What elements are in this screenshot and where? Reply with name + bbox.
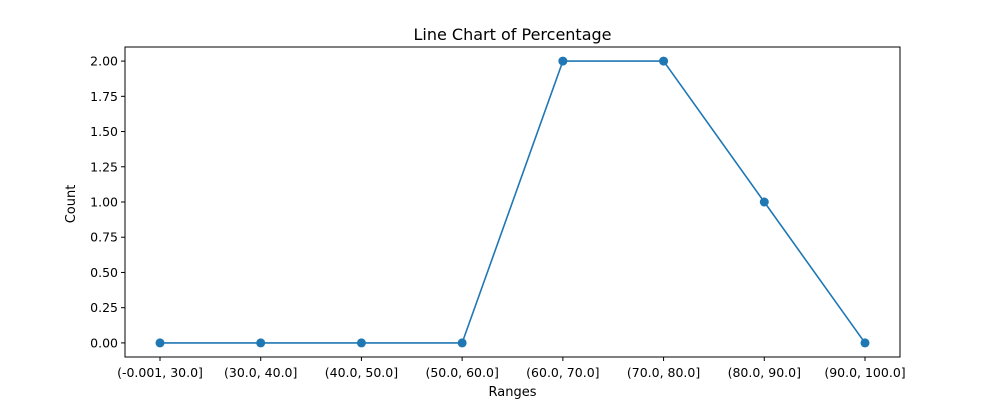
y-tick-label: 1.50 [90,124,118,139]
x-axis-label: Ranges [489,385,537,400]
x-tick-label: (70.0, 80.0] [627,365,700,380]
x-tick-label: (40.0, 50.0] [325,365,398,380]
y-tick-label: 1.25 [90,159,118,174]
y-axis-label: Count [64,185,79,224]
data-point [860,338,870,348]
x-tick-label: (30.0, 40.0] [224,365,297,380]
x-tick-label: (50.0, 60.0] [425,365,498,380]
y-tick-label: 0.50 [90,265,118,280]
data-point [356,338,366,348]
x-tick-label: (80.0, 90.0] [728,365,801,380]
y-tick-label: 0.00 [90,335,118,350]
chart-title: Line Chart of Percentage [414,25,612,44]
data-point [558,56,568,66]
data-point [659,56,669,66]
x-tick-label: (90.0, 100.0] [824,365,905,380]
y-tick-label: 1.75 [90,89,118,104]
plot-area [124,46,901,358]
data-point [457,338,467,348]
data-point [256,338,266,348]
y-tick-label: 1.00 [90,195,118,210]
x-axis-ticks: (-0.001, 30.0] (30.0, 40.0] (40.0, 50.0] (5… [117,357,906,380]
data-point [759,197,769,207]
y-tick-label: 0.25 [90,300,118,315]
y-tick-label: 2.00 [90,54,118,69]
y-tick-label: 0.75 [90,230,118,245]
y-axis-ticks: 0.00 0.25 0.50 0.75 1.00 1.25 1.50 1.75 2.00 [90,54,125,350]
series-line-0 [160,60,866,344]
x-tick-label: (60.0, 70.0] [526,365,599,380]
data-point [155,338,165,348]
x-tick-label: (-0.001, 30.0] [117,365,203,380]
